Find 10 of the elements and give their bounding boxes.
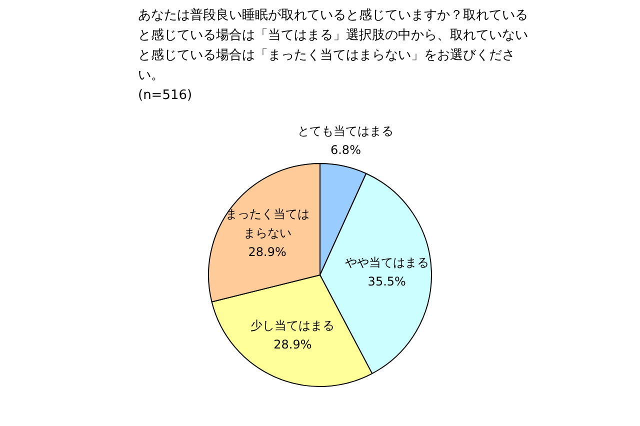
chart-subtitle: (n=516) [138,87,194,105]
data-label: 6.8% [330,143,361,158]
slice-label: 少し当てはまる [250,318,335,333]
data-label: 35.5% [368,274,406,289]
slice-label: まったく当てはまらない [225,206,310,240]
slice-label: やや当てはまる [344,256,429,270]
slice-label: とても当てはまる [298,124,394,138]
chart-title: あなたは普段良い睡眠が取れていると感じていますか？取れていると感じている場合は「当てはまる」選択肢の中から、取れていないと感じている場合は「まったく当てはまらない」をお選びください。 [138,6,529,85]
data-label: 28.9% [274,338,312,352]
data-label: 28.9% [248,244,286,259]
